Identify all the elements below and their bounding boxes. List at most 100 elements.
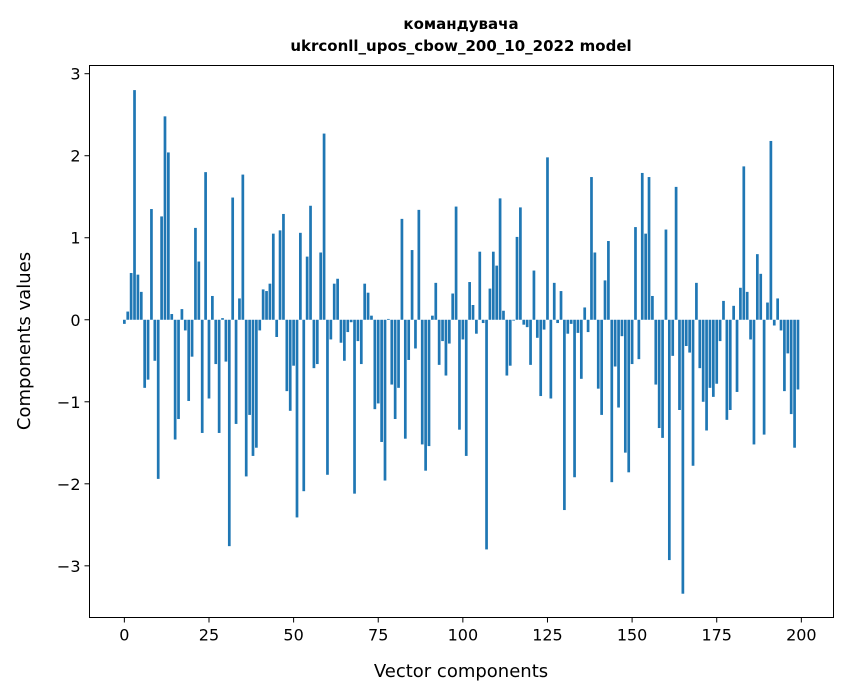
bar-14 <box>170 314 174 320</box>
bar-33 <box>234 319 238 424</box>
bar-99 <box>458 319 461 430</box>
x-tick-label: 150 <box>617 626 648 645</box>
bar-188 <box>759 273 763 320</box>
bar-48 <box>285 319 289 392</box>
bar-92 <box>434 282 438 320</box>
bar-107 <box>485 319 488 550</box>
bar-32 <box>231 197 235 320</box>
bar-176 <box>718 319 722 342</box>
bar-168 <box>691 319 695 466</box>
x-axis: 0 25 50 75 100 125 150 175 200 <box>119 617 817 645</box>
bar-147 <box>620 319 624 337</box>
bar-61 <box>329 319 333 340</box>
bar-75 <box>376 319 380 404</box>
bar-72 <box>366 292 370 320</box>
bar-159 <box>661 319 664 438</box>
bar-171 <box>701 319 705 402</box>
bar-37 <box>248 319 251 415</box>
plot-frame <box>89 65 834 618</box>
bar-53 <box>302 319 306 492</box>
bar-89 <box>424 319 427 471</box>
x-axis-label: Vector components <box>374 661 548 682</box>
bar-20 <box>190 319 194 357</box>
bar-74 <box>373 319 377 410</box>
bar-137 <box>586 319 590 333</box>
bar-67 <box>349 319 353 323</box>
bar-120 <box>529 319 532 365</box>
bar-49 <box>288 319 292 411</box>
y-tick-label: −2 <box>57 475 81 494</box>
bar-95 <box>444 319 448 376</box>
bar-125 <box>546 157 549 320</box>
bar-12 <box>163 116 167 320</box>
bar-111 <box>498 198 502 320</box>
bar-181 <box>735 319 739 392</box>
bar-185 <box>749 319 752 340</box>
bar-135 <box>579 319 583 379</box>
bar-91 <box>431 315 434 320</box>
y-tick-label: 0 <box>70 311 80 330</box>
bar-172 <box>705 319 708 431</box>
bar-130 <box>563 319 566 511</box>
bar-187 <box>755 254 759 320</box>
x-tick-label: 125 <box>532 626 563 645</box>
bar-19 <box>187 319 191 401</box>
bar-79 <box>390 319 394 385</box>
bar-105 <box>478 251 482 320</box>
bar-98 <box>454 206 458 320</box>
bar-152 <box>637 319 641 360</box>
bar-148 <box>623 319 627 453</box>
bar-10 <box>156 319 160 479</box>
bar-103 <box>471 305 475 320</box>
bar-84 <box>407 319 411 360</box>
bar-88 <box>420 319 424 445</box>
bar-86 <box>414 319 417 349</box>
bar-60 <box>326 319 329 475</box>
bar-47 <box>282 213 285 320</box>
bar-158 <box>657 319 661 429</box>
bar-22 <box>197 261 201 320</box>
bar-13 <box>167 152 170 320</box>
bar-141 <box>600 319 603 415</box>
bar-52 <box>299 232 302 320</box>
bar-38 <box>251 319 255 456</box>
bar-183 <box>742 166 746 320</box>
bar-180 <box>732 305 735 320</box>
bar-196 <box>786 319 790 354</box>
bar-186 <box>752 319 756 445</box>
x-tick-label: 50 <box>283 626 303 645</box>
y-tick-label: −3 <box>57 557 81 576</box>
bar-136 <box>583 307 587 320</box>
bar-39 <box>255 319 258 448</box>
bar-83 <box>403 319 407 439</box>
bar-108 <box>488 288 492 320</box>
bar-16 <box>177 319 180 420</box>
bar-24 <box>204 172 207 320</box>
bar-11 <box>160 216 163 320</box>
bar-140 <box>596 319 600 389</box>
bar-18 <box>183 319 187 331</box>
bar-191 <box>769 140 773 320</box>
bar-3 <box>133 90 136 320</box>
bar-5 <box>139 291 143 320</box>
bar-81 <box>397 319 400 388</box>
bar-97 <box>451 293 455 320</box>
bar-114 <box>508 319 512 366</box>
bar-149 <box>627 319 631 473</box>
bar-110 <box>495 265 499 320</box>
bar-90 <box>427 319 431 447</box>
bar-45 <box>275 319 279 337</box>
bar-143 <box>607 241 610 320</box>
bar-177 <box>722 300 725 320</box>
bar-162 <box>671 319 675 356</box>
bar-104 <box>475 319 478 334</box>
bar-194 <box>779 319 783 331</box>
x-tick-label: 100 <box>448 626 479 645</box>
bar-150 <box>630 319 634 365</box>
bar-8 <box>150 209 153 320</box>
bar-166 <box>684 319 688 347</box>
bar-41 <box>261 289 265 320</box>
bar-146 <box>617 319 620 408</box>
y-tick-label: −1 <box>57 393 81 412</box>
